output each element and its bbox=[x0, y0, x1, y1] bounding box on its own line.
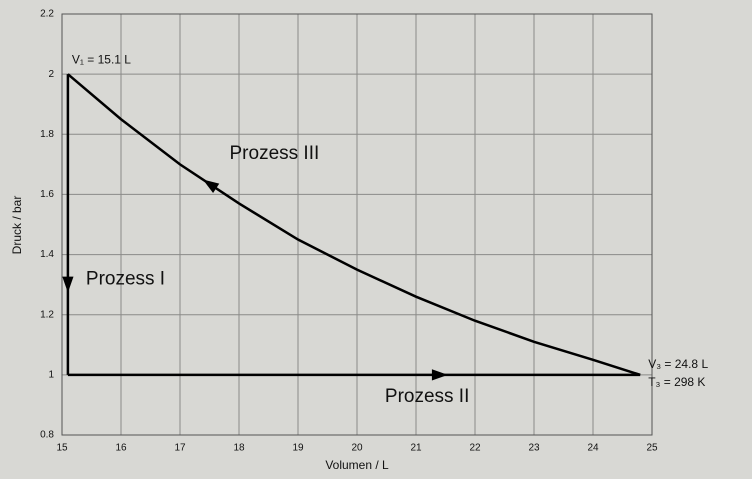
y-tick-label: 1.4 bbox=[40, 249, 54, 260]
y-tick-label: 0.8 bbox=[40, 430, 54, 441]
x-tick-label: 16 bbox=[115, 443, 127, 454]
arrow-head bbox=[202, 179, 220, 193]
x-tick-label: 19 bbox=[292, 443, 304, 454]
annotation: T₃ = 298 K bbox=[648, 375, 705, 389]
annotation: V₁ = 15.1 L bbox=[72, 52, 131, 66]
y-tick-label: 1.2 bbox=[40, 309, 54, 320]
series-label: Prozess III bbox=[230, 143, 320, 164]
arrow-head bbox=[62, 276, 74, 293]
y-tick-label: 2 bbox=[48, 69, 54, 80]
x-tick-label: 22 bbox=[469, 443, 481, 454]
x-axis-label: Volumen / L bbox=[325, 458, 389, 472]
series-label: Prozess II bbox=[385, 386, 469, 407]
arrow-head bbox=[431, 369, 448, 381]
x-tick-label: 18 bbox=[233, 443, 245, 454]
y-tick-label: 2.2 bbox=[40, 9, 54, 20]
y-tick-label: 1 bbox=[48, 369, 54, 380]
x-tick-label: 20 bbox=[351, 443, 363, 454]
x-tick-label: 23 bbox=[528, 443, 540, 454]
x-tick-label: 15 bbox=[56, 443, 68, 454]
x-tick-label: 24 bbox=[587, 443, 599, 454]
y-axis-label: Druck / bar bbox=[10, 196, 24, 255]
annotation: V₃ = 24.8 L bbox=[648, 357, 708, 371]
x-tick-label: 17 bbox=[174, 443, 186, 454]
y-tick-label: 1.8 bbox=[40, 129, 54, 140]
x-tick-label: 25 bbox=[646, 443, 658, 454]
series-line bbox=[67, 73, 641, 377]
y-tick-label: 1.6 bbox=[40, 189, 54, 200]
plot-frame bbox=[61, 13, 653, 436]
series-label: Prozess I bbox=[86, 269, 165, 290]
x-tick-label: 21 bbox=[410, 443, 422, 454]
